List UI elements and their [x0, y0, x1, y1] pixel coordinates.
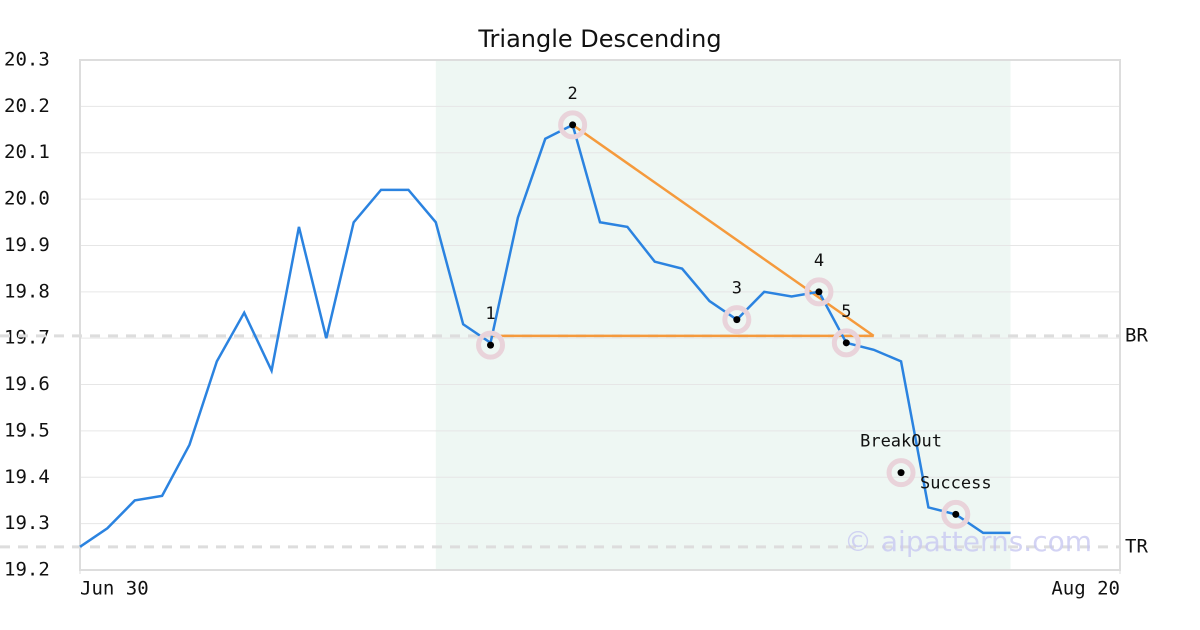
point-label: Success [920, 473, 992, 493]
point-dot [842, 339, 850, 347]
y-tick-label: 19.4 [4, 466, 50, 488]
point-label: 2 [568, 84, 578, 104]
y-tick-label: 20.2 [4, 95, 50, 117]
point-label: 1 [485, 304, 495, 324]
point-dot [487, 341, 495, 349]
y-tick-label: 19.3 [4, 512, 50, 534]
y-tick-label: 20.1 [4, 141, 50, 163]
point-dot [815, 288, 823, 296]
x-tick-label: Jun 30 [80, 578, 149, 600]
y-tick-label: 19.7 [4, 327, 50, 349]
point-label: BreakOut [860, 432, 942, 452]
point-dot [952, 510, 960, 518]
point-label: 5 [841, 302, 851, 322]
price-line [79, 123, 1011, 548]
point-dot [569, 121, 577, 129]
point-halo [476, 330, 506, 360]
point-halo [804, 277, 834, 307]
y-tick-label: 19.2 [4, 559, 50, 581]
level-label: TR [1125, 535, 1148, 557]
point-halo [941, 499, 971, 529]
point-halo [722, 305, 752, 335]
y-tick-label: 19.6 [4, 373, 50, 395]
y-tick-label: 19.9 [4, 234, 50, 256]
point-label: 3 [732, 279, 742, 299]
y-tick-label: 19.8 [4, 280, 50, 302]
point-label: 4 [814, 251, 824, 271]
point-halo [558, 110, 588, 140]
watermark: © aipatterns.com [844, 525, 1092, 558]
point-halo [886, 458, 916, 488]
point-dot [897, 469, 905, 477]
point-halo [831, 328, 861, 358]
level-label: BR [1125, 324, 1148, 346]
chart-title: Triangle Descending [477, 25, 721, 53]
y-tick-label: 19.5 [4, 419, 50, 441]
plot-frame [79, 59, 1121, 571]
y-tick-label: 20.3 [4, 49, 50, 71]
y-tick-label: 20.0 [4, 188, 50, 210]
point-dot [733, 316, 741, 324]
x-tick-label: Aug 20 [1051, 578, 1120, 600]
